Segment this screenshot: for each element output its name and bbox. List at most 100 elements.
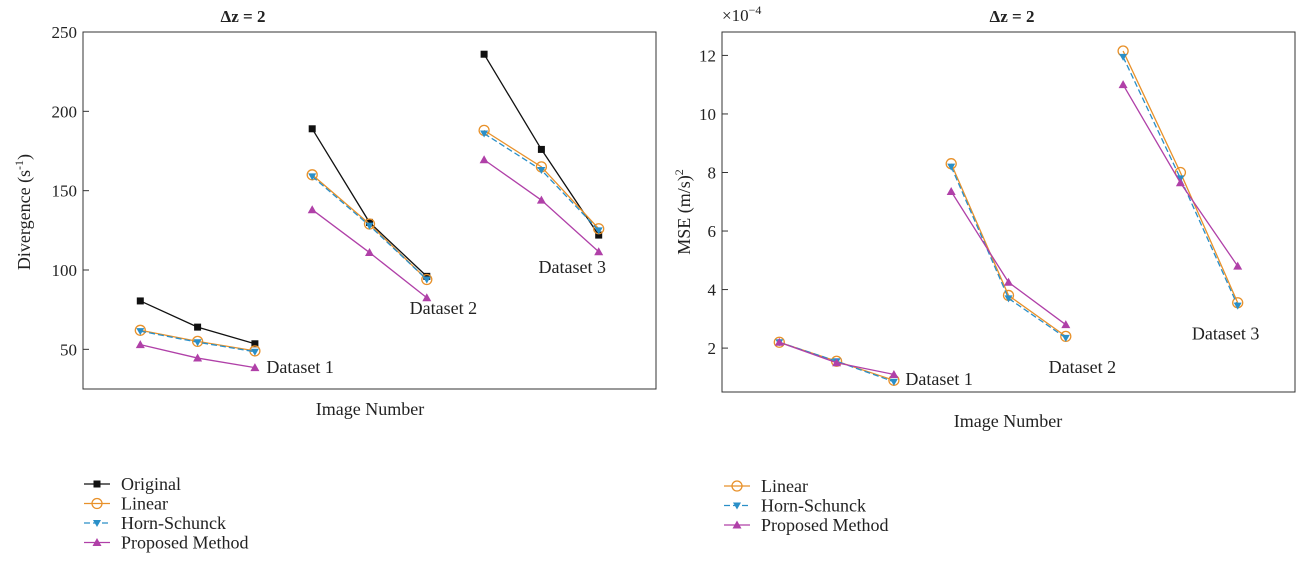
plot-frame-mse <box>721 31 1296 393</box>
series-line-original-dataset-1 <box>140 300 256 345</box>
data-point-proposed-method <box>365 248 374 257</box>
y-tick-label: 100 <box>52 261 78 280</box>
chart-title-mse: Δz = 2 <box>990 7 1035 26</box>
data-point-proposed-method <box>1118 80 1128 89</box>
data-point-original <box>194 323 202 331</box>
y-tick-label: 50 <box>60 340 77 359</box>
legend-marker <box>92 538 102 546</box>
data-point-original <box>136 297 144 305</box>
data-point-proposed-method <box>479 155 489 164</box>
data-point-proposed-method <box>946 187 956 196</box>
annotation-dataset-1: Dataset 1 <box>266 357 333 377</box>
data-point-proposed-method <box>1004 277 1013 286</box>
legend-marker <box>731 480 743 492</box>
legend-item-horn-schunck: Horn-Schunck <box>724 496 866 516</box>
data-point-horn-schunck <box>365 222 374 230</box>
legend-marker <box>91 497 103 510</box>
data-point-linear <box>421 273 433 286</box>
series-line-horn-schunck-dataset-3 <box>1122 56 1239 306</box>
data-point-original <box>595 231 603 239</box>
data-point-proposed-method <box>250 363 260 372</box>
data-point-original <box>251 340 259 348</box>
series-original <box>136 50 603 348</box>
data-point-original <box>423 272 431 280</box>
data-point-original <box>480 50 488 58</box>
y-tick-label: 8 <box>708 163 717 182</box>
legend-item-original: Original <box>84 474 181 494</box>
legend-item-proposed-method: Proposed Method <box>724 515 889 535</box>
series-horn-schunck <box>775 53 1242 386</box>
series-line-linear-dataset-2 <box>950 163 1067 337</box>
data-point-proposed-method <box>832 358 842 367</box>
legend-marker <box>733 502 741 510</box>
y-axis-label-divergence: Divergence (s-1) <box>12 154 35 270</box>
data-point-horn-schunck <box>193 339 202 347</box>
legend-item-linear: Linear <box>84 494 168 514</box>
plot-area-mse: Dataset 1 Dataset 2 Dataset 3 <box>773 45 1259 389</box>
series-linear <box>134 124 605 357</box>
data-point-horn-schunck <box>1119 53 1128 61</box>
data-point-horn-schunck <box>136 328 145 336</box>
y-tick-label: 2 <box>708 339 717 358</box>
data-point-horn-schunck <box>1061 334 1070 342</box>
legend-marker <box>93 520 101 527</box>
y-exponent-label: ×10−4 <box>722 3 761 25</box>
annotation-dataset-3: Dataset 3 <box>1192 323 1259 343</box>
data-point-proposed-method <box>1175 178 1185 187</box>
data-point-original <box>537 145 545 153</box>
legend-label: Proposed Method <box>121 533 249 553</box>
data-point-horn-schunck <box>422 276 431 284</box>
annotation-dataset-3: Dataset 3 <box>539 257 606 277</box>
series-line-horn-schunck-dataset-2 <box>950 166 1067 339</box>
data-point-proposed-method <box>774 337 784 346</box>
y-tick-label: 250 <box>52 23 78 42</box>
data-point-proposed-method <box>307 205 317 214</box>
y-tick-label: 4 <box>708 281 717 300</box>
data-point-proposed-method <box>594 247 604 256</box>
legend-item-horn-schunck: Horn-Schunck <box>84 513 226 533</box>
y-tick-label: 10 <box>699 105 716 124</box>
y-ticks-mse: 2 4 6 8 10 12 <box>699 46 728 358</box>
annotation-dataset-2: Dataset 2 <box>1049 357 1116 377</box>
data-point-horn-schunck <box>594 227 603 235</box>
data-point-proposed-method <box>536 195 546 204</box>
x-axis-label-mse: Image Number <box>954 411 1062 431</box>
series-linear <box>773 45 1244 386</box>
data-point-linear <box>191 335 204 348</box>
x-axis-label-divergence: Image Number <box>316 399 424 419</box>
y-axis-label-mse: MSE (m/s)2 <box>672 169 695 255</box>
data-point-horn-schunck <box>308 173 317 181</box>
y-tick-label: 6 <box>708 222 717 241</box>
legend-marker <box>732 520 742 529</box>
legend-label: Horn-Schunck <box>121 513 226 533</box>
data-point-original <box>308 125 316 133</box>
series-proposed-method <box>135 155 604 372</box>
data-point-proposed-method <box>889 369 899 378</box>
data-point-horn-schunck <box>1233 302 1242 310</box>
annotation-dataset-2: Dataset 2 <box>410 298 477 318</box>
y-tick-label: 12 <box>699 46 716 65</box>
series-horn-schunck <box>136 130 603 356</box>
data-point-horn-schunck <box>537 167 546 175</box>
legend-label: Horn-Schunck <box>761 496 866 516</box>
series-line-linear-dataset-3 <box>483 129 600 230</box>
legend-label: Original <box>121 474 181 494</box>
series-line-linear-dataset-3 <box>1122 50 1239 303</box>
data-point-original <box>366 218 373 226</box>
series-line-proposed-method-dataset-2 <box>950 191 1067 326</box>
legend-label: Linear <box>121 494 168 514</box>
data-point-proposed-method <box>135 340 145 349</box>
plot-area-divergence: Dataset 1 Dataset 2 Dataset 3 <box>134 50 606 377</box>
chart-mse: Δz = 2 ×10−4 2 4 6 8 10 12 MSE (m/s)2 Image N… <box>672 3 1296 431</box>
data-point-proposed-method <box>1233 261 1243 270</box>
data-point-linear <box>134 324 146 336</box>
series-proposed-method <box>774 80 1243 378</box>
legend-label: Linear <box>761 476 808 496</box>
y-ticks-divergence: 50 100 150 200 250 <box>52 23 89 359</box>
data-point-linear <box>773 336 785 348</box>
data-point-horn-schunck <box>250 348 259 356</box>
plot-frame-divergence <box>82 31 657 390</box>
data-point-horn-schunck <box>1004 295 1013 303</box>
